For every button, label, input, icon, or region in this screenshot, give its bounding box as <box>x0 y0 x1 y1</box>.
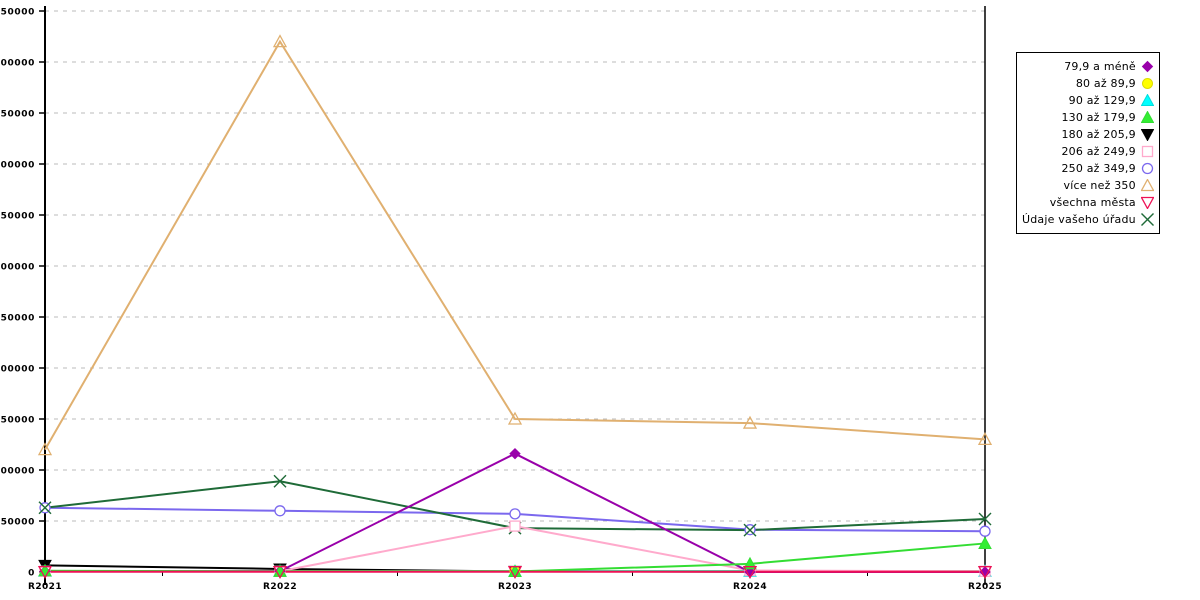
triangle-down-open-icon <box>1140 196 1154 209</box>
x-axis-tick-label: R2022 <box>263 582 297 592</box>
legend-item-label: 79,9 a méně <box>1064 60 1136 73</box>
x-axis-tick-label: R2023 <box>498 582 532 592</box>
triangle-up-open-icon <box>1140 179 1154 192</box>
series-data-point <box>743 523 757 537</box>
y-axis-tick-label: 150000 <box>0 416 35 426</box>
series-data-point <box>977 432 993 446</box>
y-axis-tick-label: 400000 <box>0 161 35 171</box>
series-data-point <box>509 508 521 520</box>
series-line <box>44 39 986 451</box>
y-axis-tick-label: 250000 <box>0 314 35 324</box>
circle-open-icon <box>1141 162 1154 175</box>
legend-item-label: 180 až 205,9 <box>1061 128 1136 141</box>
series-data-point <box>978 512 992 526</box>
legend-item[interactable]: všechna města <box>1022 194 1154 211</box>
legend-item-label: 90 až 129,9 <box>1068 94 1136 107</box>
legend-item-label: 250 až 349,9 <box>1061 162 1136 175</box>
triangle-up-icon <box>1140 94 1154 107</box>
y-axis-tick-label: 50000 <box>1 518 35 528</box>
y-axis-tick-label: 100000 <box>0 467 35 477</box>
series-data-point <box>742 415 758 429</box>
legend-item[interactable]: 80 až 89,9 <box>1022 75 1154 92</box>
legend-item-label: více než 350 <box>1063 179 1136 192</box>
series-data-point <box>37 442 53 456</box>
x-axis-tick-label: R2021 <box>28 582 62 592</box>
diamond-icon <box>1141 60 1154 73</box>
series-data-point <box>978 536 992 549</box>
y-axis-tick-label: 300000 <box>0 263 35 273</box>
x-axis-tick-label: R2025 <box>968 582 1002 592</box>
legend-item-label: všechna města <box>1049 196 1136 209</box>
series-data-point <box>273 474 287 488</box>
series-data-point <box>272 34 288 48</box>
series-data-point <box>742 566 758 580</box>
series-data-point <box>272 566 288 580</box>
legend-item-label: 206 až 249,9 <box>1061 145 1136 158</box>
series-data-point <box>977 566 993 580</box>
series-data-point <box>38 501 52 515</box>
series-data-point <box>37 566 53 580</box>
square-open-icon <box>1141 145 1154 158</box>
series-data-point <box>507 411 523 425</box>
cross-icon <box>1140 213 1154 226</box>
series-data-point <box>979 525 991 537</box>
triangle-down-icon <box>1140 128 1154 141</box>
triangle-up-icon <box>1140 111 1154 124</box>
y-axis-tick-label: 550000 <box>0 8 35 18</box>
legend-item[interactable]: více než 350 <box>1022 177 1154 194</box>
legend-item[interactable]: 180 až 205,9 <box>1022 126 1154 143</box>
legend-item[interactable]: 206 až 249,9 <box>1022 143 1154 160</box>
line-chart-plot: 0 50000 100000 150000 200000 250000 300000 3500… <box>0 6 1002 592</box>
legend-item[interactable]: 250 až 349,9 <box>1022 160 1154 177</box>
legend-item[interactable]: Údaje vašeho úřadu <box>1022 211 1154 228</box>
chart-legend: 79,9 a méně 80 až 89,9 90 až 129,9 130 až 1… <box>1016 52 1160 234</box>
series-data-point <box>509 520 521 532</box>
legend-item[interactable]: 130 až 179,9 <box>1022 109 1154 126</box>
circle-filled-icon <box>1141 77 1154 90</box>
series-data-point <box>274 505 286 517</box>
legend-item-label: 80 až 89,9 <box>1075 77 1136 90</box>
x-axis-tick-label: R2024 <box>733 582 767 592</box>
legend-item-label: 130 až 179,9 <box>1061 111 1136 124</box>
legend-item[interactable]: 79,9 a méně <box>1022 58 1154 75</box>
y-axis-tick-label: 450000 <box>0 110 35 120</box>
series-data-point <box>507 566 523 580</box>
y-axis-tick-label: 350000 <box>0 212 35 222</box>
y-axis-tick-label: 0 <box>28 569 35 579</box>
y-axis-tick-label: 200000 <box>0 365 35 375</box>
series-data-point <box>509 447 521 460</box>
legend-item[interactable]: 90 až 129,9 <box>1022 92 1154 109</box>
legend-item-label: Údaje vašeho úřadu <box>1022 213 1136 226</box>
